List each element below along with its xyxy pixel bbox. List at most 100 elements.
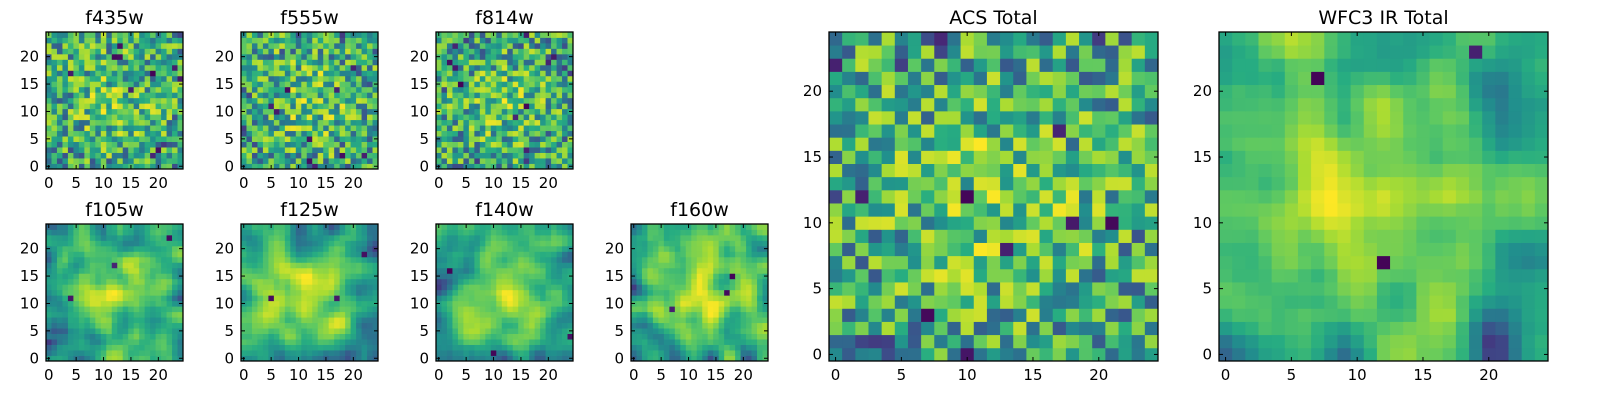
- heatmap-cell: [284, 48, 291, 55]
- heatmap-cell: [1052, 295, 1067, 309]
- heatmap-cell: [551, 108, 557, 115]
- heatmap-cell: [328, 328, 335, 334]
- heatmap-cell: [556, 251, 563, 258]
- heatmap-cell: [279, 328, 286, 334]
- heatmap-cell: [122, 355, 129, 362]
- heatmap-cell: [674, 355, 681, 362]
- heatmap-cell: [529, 240, 536, 247]
- heatmap-cell: [551, 300, 557, 307]
- heatmap-cell: [251, 92, 258, 99]
- heatmap-cell: [334, 119, 341, 126]
- heatmap-cell: [446, 322, 453, 329]
- heatmap-cell: [669, 295, 676, 302]
- heatmap-cell: [51, 278, 58, 285]
- heatmap-cell: [479, 158, 486, 164]
- heatmap-cell: [441, 224, 448, 230]
- heatmap-cell: [62, 328, 69, 334]
- heatmap-cell: [56, 119, 63, 126]
- heatmap-cell: [89, 311, 96, 318]
- heatmap-cell: [894, 255, 909, 270]
- heatmap-cell: [150, 141, 156, 148]
- heatmap-cell: [479, 152, 486, 159]
- heatmap-cell: [56, 86, 63, 93]
- heatmap-cell: [89, 92, 96, 99]
- heatmap-cell: [540, 344, 546, 351]
- heatmap-cell: [106, 70, 113, 77]
- heatmap-cell: [111, 278, 118, 285]
- heatmap-cell: [523, 267, 530, 274]
- heatmap-cell: [372, 141, 379, 148]
- heatmap-cell: [317, 300, 324, 307]
- heatmap-cell: [658, 245, 665, 252]
- heatmap-cell: [251, 125, 258, 132]
- heatmap-cell: [334, 317, 341, 324]
- heatmap-cell: [545, 147, 552, 153]
- heatmap-cell: [713, 251, 720, 258]
- heatmap-cell: [529, 328, 536, 334]
- heatmap-cell: [735, 267, 741, 274]
- heatmap-cell: [67, 328, 74, 334]
- heatmap-cell: [501, 245, 508, 252]
- heatmap-cell: [842, 308, 856, 322]
- heatmap-cell: [62, 229, 69, 236]
- heatmap-cell: [1026, 216, 1040, 230]
- heatmap-cell: [306, 355, 313, 362]
- heatmap-cell: [161, 267, 167, 274]
- heatmap-cell: [757, 234, 763, 241]
- heatmap-cell: [78, 229, 85, 236]
- heatmap-cell: [89, 295, 96, 302]
- heatmap-cell: [529, 234, 536, 241]
- heatmap-cell: [1000, 189, 1014, 204]
- heatmap-cell: [122, 289, 129, 296]
- heatmap-cell: [51, 130, 58, 137]
- heatmap-cell: [479, 42, 486, 49]
- heatmap-cell: [921, 229, 935, 243]
- heatmap-cell: [652, 295, 659, 302]
- heatmap-cell: [921, 255, 935, 270]
- heatmap-cell: [150, 322, 156, 329]
- heatmap-cell: [84, 147, 91, 153]
- heatmap-cell: [323, 300, 330, 307]
- heatmap-cell: [172, 295, 178, 302]
- heatmap-cell: [1092, 176, 1106, 191]
- heatmap-cell: [868, 282, 883, 296]
- heatmap-cell: [507, 163, 514, 170]
- heatmap-cell: [268, 306, 275, 313]
- heatmap-cell: [350, 245, 357, 252]
- heatmap-cell: [279, 234, 286, 241]
- heatmap-cell: [67, 81, 74, 88]
- heatmap-cell: [133, 32, 140, 38]
- heatmap-cell: [328, 229, 335, 236]
- heatmap-cell: [62, 300, 69, 307]
- heatmap-cell: [372, 158, 379, 164]
- heatmap-cell: [139, 119, 146, 126]
- heatmap-cell: [567, 278, 574, 285]
- heatmap-cell: [463, 119, 470, 126]
- heatmap-cell: [295, 317, 302, 324]
- heatmap-cell: [241, 59, 247, 66]
- heatmap-cell: [73, 59, 80, 66]
- heatmap-cell: [842, 163, 856, 178]
- heatmap-cell: [501, 273, 508, 280]
- heatmap-cell: [284, 114, 291, 121]
- heatmap-cell: [144, 251, 151, 258]
- heatmap-cell: [751, 262, 758, 269]
- heatmap-cell: [350, 103, 357, 110]
- heatmap-cell: [350, 70, 357, 77]
- heatmap-cell: [545, 141, 552, 148]
- heatmap-cell: [829, 189, 843, 204]
- heatmap-cell: [529, 75, 536, 82]
- heatmap-cell: [100, 42, 107, 49]
- heatmap-cell: [894, 150, 909, 164]
- heatmap-cell: [100, 311, 107, 318]
- heatmap-cell: [631, 317, 637, 324]
- heatmap-cell: [89, 152, 96, 159]
- heatmap-cell: [328, 108, 335, 115]
- heatmap-cell: [567, 339, 574, 345]
- heatmap-cell: [117, 234, 124, 241]
- heatmap-cell: [117, 240, 124, 247]
- heatmap-cell: [496, 350, 503, 356]
- heatmap-cell: [457, 317, 464, 324]
- heatmap-cell: [740, 284, 747, 291]
- heatmap-cell: [273, 163, 280, 170]
